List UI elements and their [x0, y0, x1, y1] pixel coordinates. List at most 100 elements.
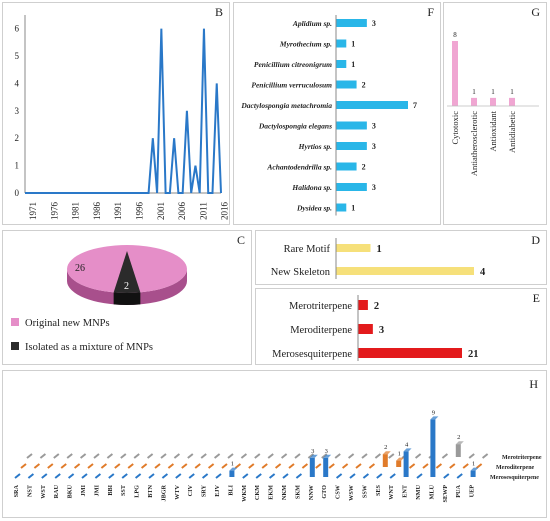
bar-chart-e: Merotriterpene 2 Meroditerpene 3 Merosesquit…: [272, 295, 479, 361]
series-line: [25, 28, 222, 194]
bar-stub: [268, 473, 276, 479]
bar-stub: [435, 463, 443, 469]
y-tick-label: 3: [15, 106, 20, 116]
bar-stub: [120, 453, 127, 459]
bar: [358, 300, 368, 310]
legend-label: Isolated as a mixture of MNPs: [25, 342, 153, 353]
x-tick-label: 1981: [71, 202, 81, 220]
bar-stub: [414, 453, 422, 459]
data-label: 9: [432, 409, 435, 416]
category-label: SSW: [361, 484, 368, 498]
bar: [336, 39, 347, 48]
bar: [430, 419, 436, 477]
bar: [336, 203, 347, 212]
panel-d: D Rare Motif 1 New Skeleton 4: [255, 230, 547, 285]
bar: [336, 80, 357, 89]
x-tick-label: 2001: [156, 202, 166, 220]
panel-c: C 26 2 Original new MNPs Isolated as a mixt…: [2, 230, 252, 365]
x-tick-label: 2006: [177, 202, 187, 221]
category-label: Hyrtios sp.: [298, 142, 332, 151]
bar-stub: [282, 473, 289, 479]
category-label: Dactylospongia metachromia: [240, 101, 332, 110]
bar-top: [430, 416, 439, 420]
category-label: Penicillium citreonigrum: [254, 60, 332, 69]
bar-stub: [121, 473, 128, 479]
bar-stub: [200, 453, 207, 459]
category-label: Aplidium sp.: [292, 19, 332, 28]
panel-e-label: E: [532, 291, 540, 305]
bar-stub: [154, 463, 161, 469]
bar-stub: [87, 463, 94, 469]
bar-stub: [462, 463, 469, 469]
pie-chart-c: 26 2 Original new MNPs Isolated as a mixtur…: [11, 245, 187, 353]
category-label: Halidona sp.: [291, 183, 332, 192]
y-tick-label: 6: [15, 24, 20, 34]
data-label: 3: [372, 122, 376, 131]
bar-stub: [475, 463, 483, 469]
category-label: BLI: [227, 484, 234, 495]
bar-stub: [47, 463, 54, 469]
bar-stub: [188, 473, 195, 479]
bar-top: [455, 441, 464, 445]
category-label: JMI: [80, 484, 87, 496]
bar-stub: [481, 453, 489, 459]
category-label: Achantodendrilla sp.: [266, 163, 332, 172]
series-label: Merosesquiterpene: [490, 475, 539, 481]
bar-chart-d: Rare Motif 1 New Skeleton 4: [271, 238, 486, 279]
bar-stub: [443, 473, 450, 479]
panel-f: F Aplidium sp. 3 Myrothecium sp. 1 Penicilli…: [233, 2, 441, 225]
bar-stub: [274, 463, 282, 469]
bar-stub: [175, 473, 182, 479]
category-label: SES: [375, 484, 382, 496]
y-tick-label: 2: [15, 133, 20, 143]
panel-b-label: B: [214, 5, 223, 19]
bar-top: [229, 467, 238, 471]
bar: [336, 183, 367, 191]
bar-stub: [349, 473, 356, 479]
bar-stub: [280, 453, 288, 459]
data-label: 8: [453, 31, 457, 39]
category-label: Dactylospongia elegans: [258, 122, 332, 131]
x-tick-label: 1971: [28, 202, 38, 220]
pie-slice: [113, 251, 141, 293]
bar-stub: [201, 473, 209, 479]
x-tick-label: 1976: [49, 202, 59, 221]
bar-stub: [100, 463, 108, 469]
category-label: NKM: [281, 485, 288, 500]
category-label: LPG: [134, 485, 141, 498]
bar-stub: [60, 463, 67, 469]
bar: [336, 267, 474, 275]
category-label: PUA: [455, 484, 462, 497]
x-tick-label: 1991: [113, 202, 123, 220]
category-label: SEWP: [442, 485, 449, 503]
bar-stub: [315, 463, 322, 469]
bar-stub: [389, 473, 396, 479]
data-label: 21: [468, 349, 479, 360]
category-label: GTO: [321, 485, 328, 499]
bar-stub: [173, 453, 181, 459]
bar-stub: [335, 473, 343, 479]
bar-stub: [213, 453, 221, 459]
data-label: 3: [372, 142, 376, 151]
category-label: SRA: [13, 484, 20, 497]
bar-stub: [73, 463, 81, 469]
bar-stub: [242, 473, 249, 479]
bar-stub: [81, 473, 88, 479]
bar-stub: [148, 473, 155, 479]
bar: [358, 324, 373, 334]
data-label: 1: [351, 60, 355, 69]
bar-stub: [408, 463, 416, 469]
bar: [358, 348, 462, 358]
data-label: 4: [480, 267, 486, 278]
data-label: 2: [362, 163, 366, 172]
bar-stub: [133, 453, 140, 459]
bar-chart-g: 8 Cytotoxic 1 Antiatherosclerotic 1 Antioxida…: [447, 31, 539, 176]
legend-label: Original new MNPs: [25, 318, 110, 329]
bar-stub: [341, 463, 349, 469]
bar-stub: [215, 473, 222, 479]
bar-stub: [127, 463, 134, 469]
category-label: Merotriterpene: [289, 301, 352, 312]
data-label: 1: [231, 461, 234, 468]
panel-g-label: G: [531, 5, 540, 19]
category-label: JMI: [93, 484, 100, 496]
